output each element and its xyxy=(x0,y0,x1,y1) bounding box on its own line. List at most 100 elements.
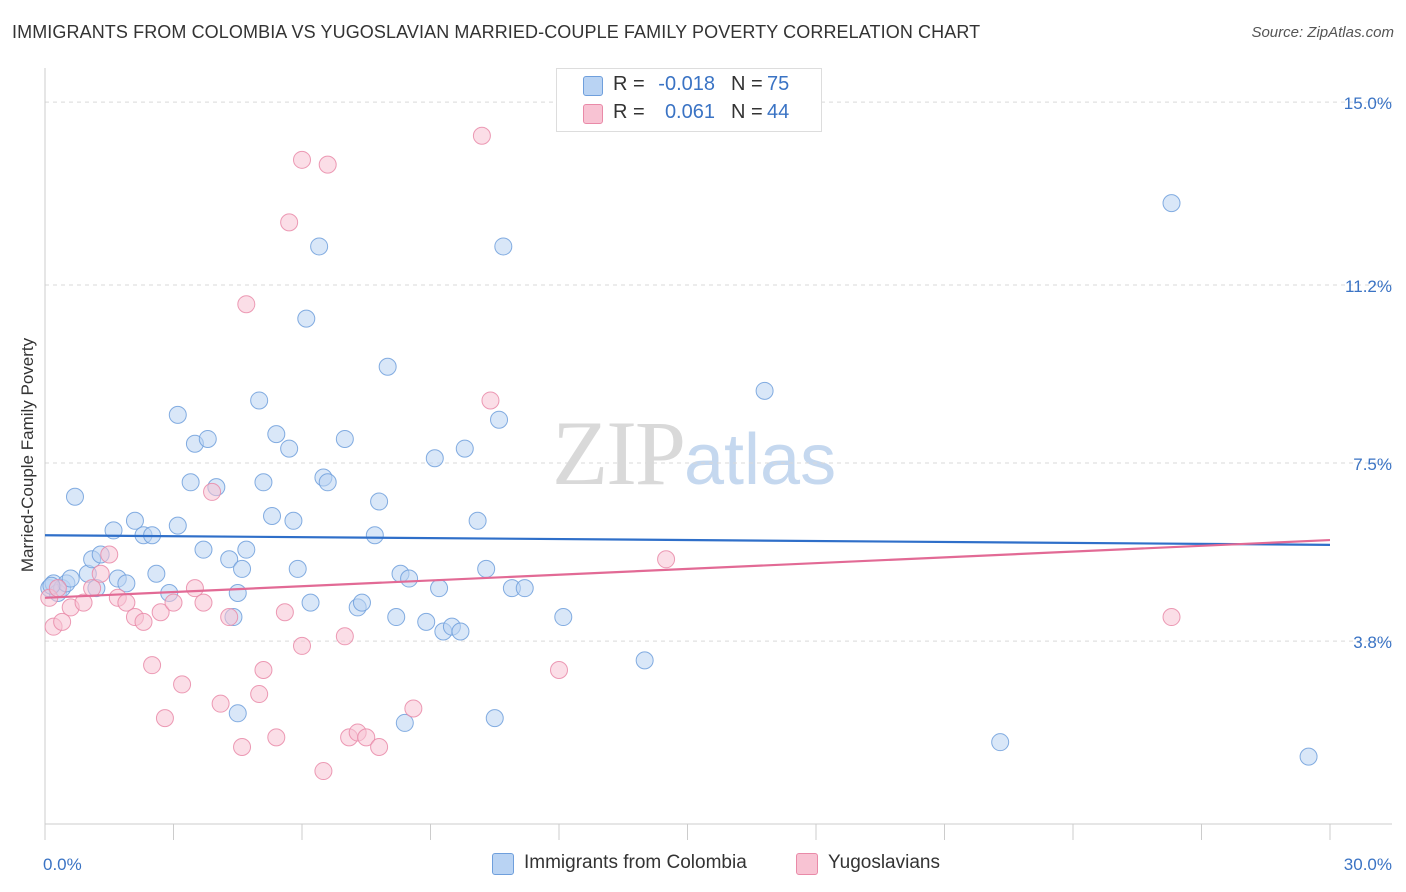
colombia-point xyxy=(125,511,144,530)
colombia-point xyxy=(233,559,252,578)
colombia-point xyxy=(430,579,449,598)
colombia-point xyxy=(417,612,436,631)
colombia-point xyxy=(755,381,774,400)
yugo-trend-line xyxy=(44,538,1331,599)
legend-n-label: N = xyxy=(731,101,763,123)
legend-r-label: R = xyxy=(613,101,645,123)
zipatlas-watermark: ZIPatlas xyxy=(552,400,836,506)
yugo-point xyxy=(293,150,311,169)
colombia-trend-line xyxy=(44,534,1331,546)
yugo-point xyxy=(370,737,389,756)
colombia-point xyxy=(468,511,487,530)
colombia-point xyxy=(310,237,329,256)
yugo-point xyxy=(211,694,230,713)
colombia-point xyxy=(451,622,470,641)
yugo-point xyxy=(1162,608,1181,627)
colombia-point xyxy=(237,540,256,559)
watermark-atlas: atlas xyxy=(684,420,837,500)
yugo-point xyxy=(550,660,568,679)
yugo-point xyxy=(220,608,239,627)
y-tick-label: 7.5% xyxy=(1353,455,1392,474)
y-tick-label: 11.2% xyxy=(1345,277,1392,296)
colombia-point xyxy=(485,709,504,728)
colombia-point xyxy=(494,237,513,256)
trend-lines xyxy=(44,534,1331,599)
colombia-point xyxy=(194,540,213,559)
colombia-point xyxy=(1162,194,1181,213)
colombia-point xyxy=(554,608,573,627)
yugo-point xyxy=(134,612,153,631)
colombia-point xyxy=(168,516,187,535)
colombia-point xyxy=(267,425,286,444)
yugo-point xyxy=(185,579,204,598)
grid-lines xyxy=(45,101,1392,642)
tick-labels: 3.8% 7.5% 11.2% 15.0% 0.0% 30.0% xyxy=(43,94,1392,874)
legend-n-value: 75 xyxy=(767,73,790,95)
x-tick-label: 30.0% xyxy=(1344,855,1392,874)
colombia-point xyxy=(263,506,282,525)
chart-source: Source: ZipAtlas.com xyxy=(1251,24,1394,41)
colombia-point xyxy=(425,449,444,468)
yugo-point xyxy=(53,612,72,631)
colombia-point xyxy=(335,429,354,448)
watermark-zip: ZIP xyxy=(552,402,686,504)
colombia-point xyxy=(181,473,200,492)
legend-n-value: 44 xyxy=(767,101,790,123)
yugo-point xyxy=(318,155,337,174)
yugo-point xyxy=(173,675,192,694)
y-tick-label: 3.8% xyxy=(1353,633,1392,652)
colombia-point xyxy=(1299,747,1318,766)
yugo-point xyxy=(155,709,174,728)
axes xyxy=(44,68,1392,840)
yugo-point xyxy=(357,728,376,747)
yugo-point xyxy=(203,482,222,501)
colombia-point xyxy=(297,309,316,328)
legend-n-label: N = xyxy=(731,73,763,95)
yugo-point xyxy=(254,660,273,679)
y-tick-label: 15.0% xyxy=(1344,94,1392,113)
colombia-point xyxy=(352,593,371,612)
colombia-legend-swatch xyxy=(492,853,514,875)
yugo-point xyxy=(250,685,269,704)
yugo-point xyxy=(481,391,500,410)
colombia-point xyxy=(490,410,509,429)
legend-r-value: 0.061 xyxy=(664,101,715,123)
yugo-point xyxy=(472,126,491,145)
x-tick-label: 0.0% xyxy=(43,855,82,874)
colombia-point xyxy=(61,569,80,588)
colombia-point xyxy=(318,473,337,492)
legend-r-value: -0.018 xyxy=(658,73,715,95)
colombia-point xyxy=(477,559,496,578)
yugoslavians-swatch xyxy=(583,104,603,124)
yugo-point xyxy=(143,656,162,675)
colombia-point xyxy=(991,733,1010,752)
yugo-point xyxy=(233,737,252,756)
yugo-point xyxy=(151,603,170,622)
colombia-point xyxy=(284,511,303,530)
yugo-point xyxy=(275,603,294,622)
colombia-point xyxy=(387,608,406,627)
legend-r-label: R = xyxy=(613,73,645,95)
yugo-point xyxy=(48,579,67,598)
yugo-point xyxy=(194,593,213,612)
yugo-point xyxy=(280,213,299,232)
colombia-point xyxy=(400,569,419,588)
yugo-point xyxy=(335,627,354,646)
yugo-point xyxy=(314,762,333,781)
yugo-point xyxy=(657,550,676,569)
yugo-point xyxy=(74,593,93,612)
colombia-point xyxy=(250,391,269,410)
colombia-point xyxy=(378,357,397,376)
colombia-point xyxy=(635,651,654,670)
yugoslavians-legend-swatch xyxy=(796,853,818,875)
colombia-point xyxy=(198,429,217,448)
series-legend: Immigrants from Colombia Yugoslavians xyxy=(0,852,1406,878)
yugo-point xyxy=(100,545,119,564)
yugo-point xyxy=(91,564,110,583)
correlation-legend: R = -0.018 N = 75 R = 0.061 N = 44 xyxy=(556,68,822,132)
colombia-legend-label: Immigrants from Colombia xyxy=(524,852,747,873)
colombia-point xyxy=(168,405,187,424)
yugo-point xyxy=(237,295,256,314)
yugo-point xyxy=(404,699,423,718)
